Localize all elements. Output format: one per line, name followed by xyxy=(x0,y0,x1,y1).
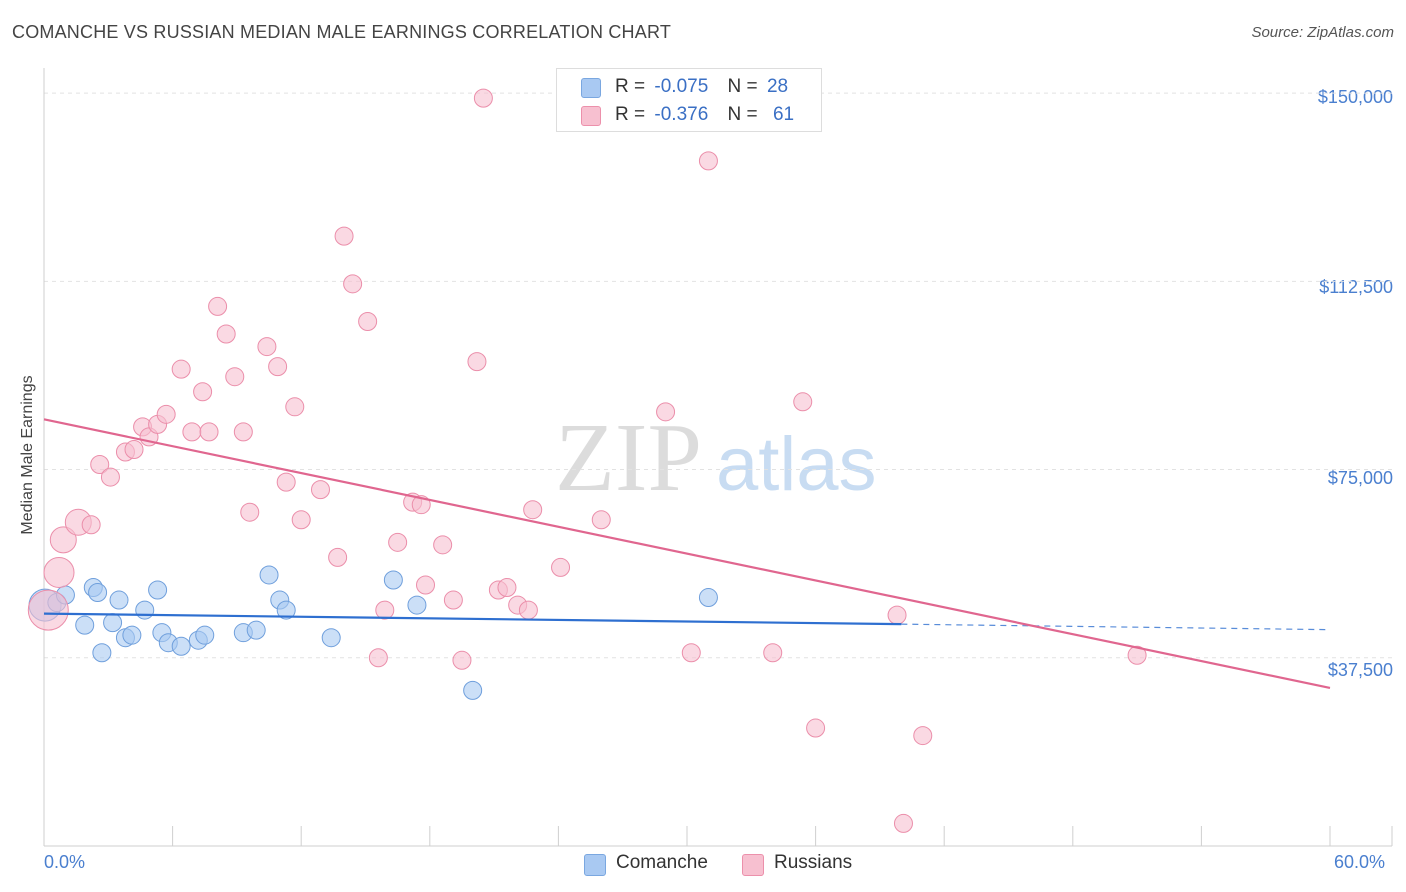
russians-point xyxy=(388,532,408,552)
russians-point xyxy=(416,575,436,595)
russians-point xyxy=(763,643,783,663)
russians-point xyxy=(49,526,77,554)
russians-point xyxy=(240,502,260,522)
russians-point xyxy=(681,643,701,663)
r-label: R = xyxy=(615,104,646,125)
russians-point xyxy=(81,515,101,535)
comanche-trend-line xyxy=(43,612,902,626)
comanche-point xyxy=(88,583,108,603)
comanche-point xyxy=(321,628,341,648)
russians-point xyxy=(452,650,472,670)
russians-point xyxy=(216,324,236,344)
russians-legend-label: Russians xyxy=(774,852,853,873)
russians-point xyxy=(497,578,517,598)
russians-point xyxy=(257,337,277,357)
russians-point xyxy=(43,556,75,588)
series-legend: Comanche Russians xyxy=(0,852,1406,878)
russians-point xyxy=(310,480,330,500)
russians-point xyxy=(793,392,813,412)
russians-point xyxy=(285,397,305,417)
comanche-point xyxy=(135,600,155,620)
russians-point xyxy=(268,357,288,377)
comanche-point xyxy=(246,620,266,640)
russians-point xyxy=(225,367,245,387)
russians-point xyxy=(124,439,144,459)
russians-point xyxy=(523,500,543,520)
watermark-atlas: atlas xyxy=(716,422,877,507)
russians-point xyxy=(182,422,202,442)
source-label: Source: ZipAtlas.com xyxy=(1251,24,1394,41)
comanche-point xyxy=(148,580,168,600)
chart-title: COMANCHE VS RUSSIAN MEDIAN MALE EARNINGS… xyxy=(12,22,672,42)
comanche-legend-swatch xyxy=(584,854,606,876)
russians-trend-line xyxy=(43,418,1331,689)
n-value-russians: 61 xyxy=(772,104,795,125)
russians-swatch xyxy=(581,106,601,126)
y-tick-label-150000: $150,000 xyxy=(1317,87,1393,107)
russians-point xyxy=(233,422,253,442)
russians-point xyxy=(291,510,311,530)
n-label: N = xyxy=(727,104,758,125)
russians-point xyxy=(328,547,348,567)
comanche-point xyxy=(122,625,142,645)
russians-point xyxy=(27,589,69,631)
russians-point xyxy=(518,600,538,620)
russians-point xyxy=(208,296,228,316)
n-label: N = xyxy=(727,76,758,97)
russians-point xyxy=(467,352,487,372)
y-tick-label-75000: $75,000 xyxy=(1327,468,1393,488)
r-label: R = xyxy=(615,76,646,97)
russians-point xyxy=(90,455,110,475)
russians-point xyxy=(656,402,676,422)
comanche-point xyxy=(259,565,279,585)
russians-point xyxy=(343,274,363,294)
comanche-legend-label: Comanche xyxy=(616,852,708,873)
r-value-comanche: -0.075 xyxy=(654,76,709,97)
russians-point xyxy=(591,510,611,530)
russians-point xyxy=(358,311,378,331)
comanche-point xyxy=(171,636,191,656)
russians-point xyxy=(368,648,388,668)
russians-point xyxy=(887,605,907,625)
russians-point xyxy=(806,718,826,738)
y-tick-label-37500: $37,500 xyxy=(1327,660,1393,680)
russians-point xyxy=(893,813,913,833)
russians-point xyxy=(276,472,296,492)
n-value-comanche: 28 xyxy=(766,76,789,97)
comanche-point xyxy=(103,613,123,633)
r-value-russians: -0.376 xyxy=(654,104,709,125)
russians-point xyxy=(199,422,219,442)
russians-point xyxy=(171,359,191,379)
russians-point xyxy=(433,535,453,555)
russians-point xyxy=(193,382,213,402)
comanche-point xyxy=(407,595,427,615)
russians-point xyxy=(698,151,718,171)
y-tick-label-112500: $112,500 xyxy=(1319,277,1393,297)
comanche-point xyxy=(383,570,403,590)
comanche-point xyxy=(109,590,129,610)
russians-point xyxy=(551,557,571,577)
russians-point xyxy=(913,726,933,746)
russians-point xyxy=(375,600,395,620)
russians-point xyxy=(334,226,354,246)
comanche-swatch xyxy=(581,78,601,98)
russians-point xyxy=(443,590,463,610)
comanche-point xyxy=(92,643,112,663)
x-tick-label-min: 0.0% xyxy=(44,852,86,872)
stats-legend: R = -0.075 N = 28 R = -0.376 N = 61 xyxy=(556,68,822,132)
russians-legend-swatch xyxy=(742,854,764,876)
russians-point xyxy=(1127,645,1147,665)
comanche-point xyxy=(463,680,483,700)
comanche-point xyxy=(75,615,95,635)
comanche-point xyxy=(195,625,215,645)
russians-point xyxy=(100,467,120,487)
comanche-trend-line-extension xyxy=(901,623,1331,631)
russians-point xyxy=(156,404,176,424)
comanche-point xyxy=(276,600,296,620)
russians-point xyxy=(473,88,493,108)
comanche-point xyxy=(698,588,718,608)
x-tick-label-max: 60.0% xyxy=(1334,852,1386,872)
watermark-zip: ZIP xyxy=(555,404,702,512)
